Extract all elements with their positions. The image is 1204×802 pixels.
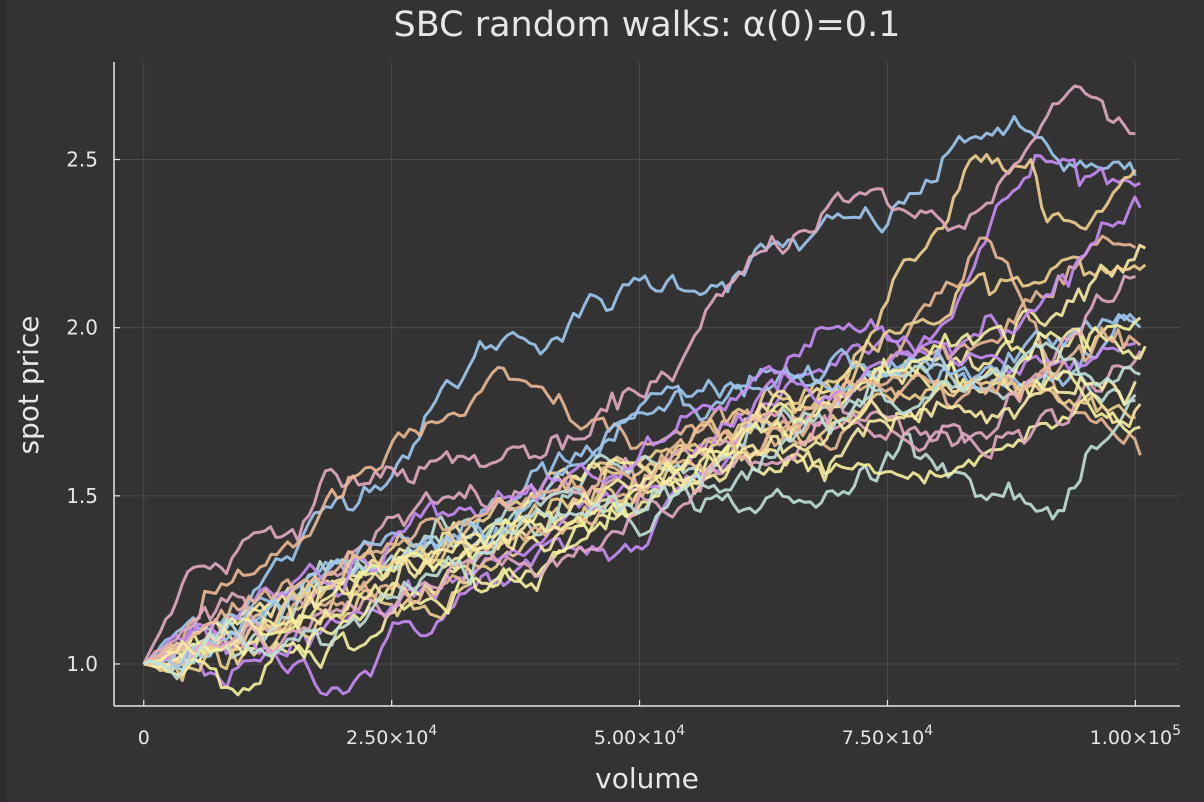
walk-series-line — [143, 313, 1137, 670]
walk-series-line — [142, 115, 1137, 666]
walk-series-line — [142, 236, 1142, 666]
walk-series-line — [143, 153, 1141, 697]
walk-series-line — [142, 84, 1136, 665]
x-tick-label: 0 — [138, 727, 150, 749]
walk-series-line — [143, 195, 1142, 666]
axes — [113, 62, 1180, 707]
x-tick-label: 5.00×104 — [594, 723, 685, 749]
walk-series-line — [143, 376, 1137, 666]
y-tick-label: 1.5 — [66, 484, 98, 508]
walk-series-line — [142, 326, 1142, 666]
x-tick-label: 1.00×105 — [1090, 723, 1181, 749]
y-tick-label: 2.0 — [66, 316, 98, 340]
chart-title: SBC random walks: α(0)=0.1 — [394, 5, 901, 45]
y-tick-label: 1.0 — [66, 652, 98, 676]
x-tick-label: 7.50×104 — [842, 723, 933, 749]
series-lines — [142, 84, 1147, 697]
tick-labels: 0 2.50×104 5.00×104 7.50×104 1.00×105 1.0 1.5 2… — [66, 148, 1181, 749]
y-axis-label: spot price — [12, 315, 45, 454]
walk-series-line — [142, 393, 1137, 666]
y-tick-label: 2.5 — [66, 148, 98, 172]
window-edge — [0, 0, 6, 802]
x-tick-label: 2.50×104 — [346, 723, 437, 749]
x-axis-label: volume — [595, 762, 699, 795]
walk-series-line — [143, 341, 1141, 681]
